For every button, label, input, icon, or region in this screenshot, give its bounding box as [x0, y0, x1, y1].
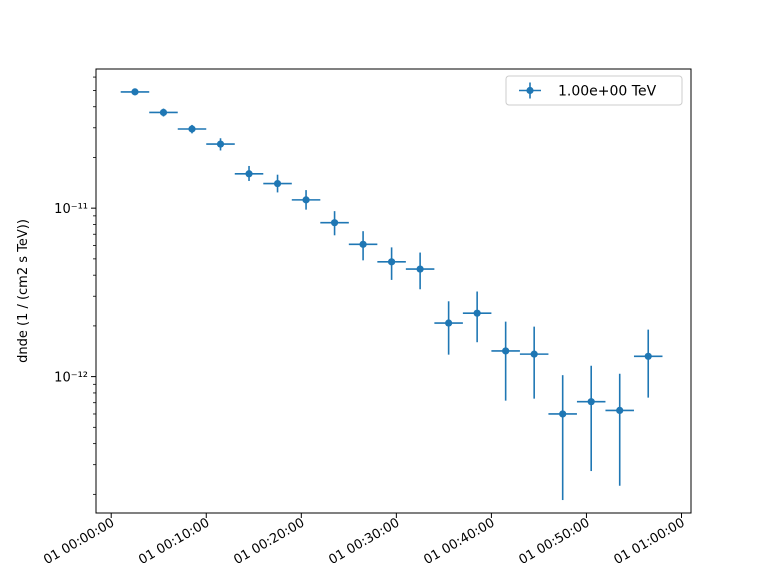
point-marker	[159, 108, 168, 117]
y-axis-label: dnde (1 / (cm2 s TeV))	[16, 219, 31, 363]
data-point-18	[633, 329, 663, 398]
data-point-5	[263, 174, 292, 193]
data-point-12	[462, 291, 492, 343]
point-marker	[559, 410, 567, 418]
point-marker	[302, 196, 310, 204]
point-marker	[502, 347, 510, 355]
data-point-9	[377, 247, 406, 280]
legend-point	[526, 86, 534, 95]
point-marker	[131, 88, 139, 96]
data-point-11	[434, 301, 463, 355]
data-point-14	[519, 326, 549, 399]
data-point-13	[491, 321, 520, 401]
legend-box	[505, 75, 683, 106]
point-marker	[644, 352, 652, 360]
data-point-17	[605, 373, 634, 486]
data-point-8	[348, 231, 378, 261]
data-point-4	[234, 165, 264, 181]
plot-data-layer	[120, 88, 663, 501]
data-point-15	[548, 375, 577, 501]
legend-marker	[519, 82, 541, 99]
data-point-1	[149, 108, 178, 117]
point-marker	[216, 140, 225, 148]
point-marker	[587, 398, 595, 406]
data-point-6	[291, 190, 321, 210]
data-point-3	[206, 138, 235, 151]
point-marker	[530, 350, 538, 358]
y-axis: 10⁻¹¹ 10⁻¹²	[54, 76, 96, 495]
point-marker	[445, 319, 453, 327]
data-point-7	[320, 211, 349, 236]
y-tick-label-0: 10⁻¹¹	[54, 202, 88, 217]
point-marker	[473, 309, 481, 317]
point-marker	[616, 406, 624, 415]
point-marker	[387, 258, 396, 266]
data-point-2	[177, 124, 207, 134]
point-marker	[416, 265, 424, 273]
data-point-0	[120, 88, 150, 96]
point-marker	[188, 125, 196, 133]
plot-frame	[95, 68, 692, 514]
point-marker	[330, 219, 339, 227]
legend: 1.00e+00 TeV	[505, 75, 683, 106]
data-point-10	[405, 252, 435, 290]
legend-series-label: 1.00e+00 TeV	[558, 84, 657, 100]
point-marker	[273, 179, 282, 188]
point-marker	[245, 170, 253, 178]
point-marker	[359, 240, 367, 248]
data-point-16	[576, 365, 606, 472]
y-tick-label-1: 10⁻¹²	[54, 371, 88, 386]
